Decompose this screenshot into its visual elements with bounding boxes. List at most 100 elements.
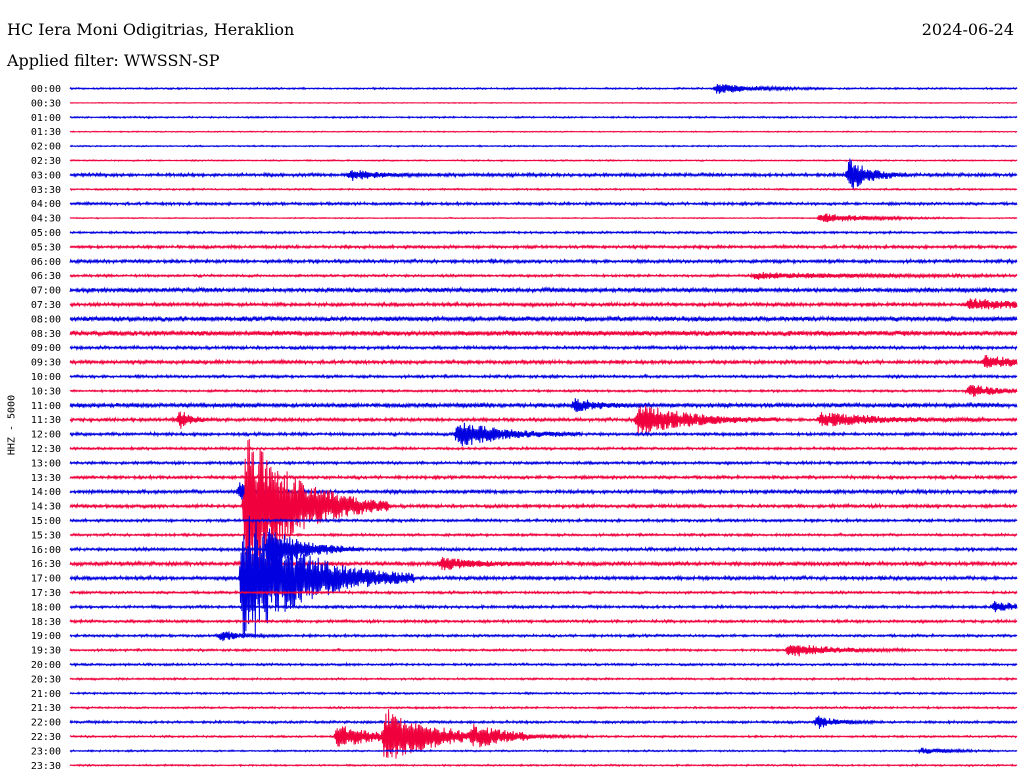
trace-row-2200: [69, 715, 1018, 729]
row-time-label: 15:30: [31, 530, 61, 541]
row-time-label: 10:30: [31, 386, 61, 397]
row-time-label: 13:30: [31, 473, 61, 484]
trace-row-2100: [69, 690, 1018, 696]
trace-row-1100: [69, 398, 1018, 412]
row-time-label: 23:30: [31, 761, 61, 772]
trace-row-1600: [69, 528, 1018, 573]
row-time-label: 10:00: [31, 372, 61, 383]
row-time-label: 14:30: [31, 502, 61, 513]
trace-row-1030: [69, 384, 1018, 397]
row-time-label: 01:30: [31, 127, 61, 138]
trace-row-0130: [69, 130, 1018, 134]
trace-row-1200: [69, 422, 1018, 447]
trace-row-0330: [69, 187, 1018, 192]
row-time-label: 08:00: [31, 314, 61, 325]
row-time-label: 11:00: [31, 401, 61, 412]
row-time-label: 20:00: [31, 660, 61, 671]
row-time-label: 09:00: [31, 343, 61, 354]
row-time-label: 11:30: [31, 415, 61, 426]
trace-row-0700: [69, 285, 1018, 295]
trace-row-0500: [69, 229, 1018, 236]
row-time-label: 01:00: [31, 113, 61, 124]
row-time-label: 23:00: [31, 746, 61, 757]
row-time-label: 05:00: [31, 228, 61, 239]
trace-row-1930: [69, 645, 1018, 657]
trace-row-0530: [69, 243, 1018, 251]
trace-row-0730: [69, 298, 1018, 310]
row-time-label: 14:00: [31, 487, 61, 498]
trace-row-0100: [69, 115, 1018, 120]
row-time-label: 13:00: [31, 458, 61, 469]
row-time-label: 00:00: [31, 84, 61, 95]
trace-row-2300: [69, 747, 1018, 755]
row-time-label: 20:30: [31, 674, 61, 685]
row-time-label: 17:00: [31, 574, 61, 585]
row-time-label: 16:30: [31, 559, 61, 570]
trace-row-1900: [69, 631, 1018, 642]
row-time-label: 12:30: [31, 444, 61, 455]
row-time-label: 07:30: [31, 300, 61, 311]
row-time-label: 02:00: [31, 142, 61, 153]
row-time-label: 07:00: [31, 286, 61, 297]
trace-row-0000: [69, 83, 1018, 94]
trace-row-1700: [69, 515, 1018, 637]
row-time-label: 03:00: [31, 170, 61, 181]
trace-row-1430: [69, 439, 1018, 579]
filter-label: Applied filter: WWSSN-SP: [7, 51, 220, 70]
row-time-label: 03:30: [31, 185, 61, 196]
row-time-label: 21:00: [31, 689, 61, 700]
trace-row-0300: [69, 158, 1018, 191]
trace-row-1300: [69, 459, 1018, 467]
row-time-label: 06:00: [31, 257, 61, 268]
row-time-label: 22:00: [31, 718, 61, 729]
trace-row-1130: [69, 405, 1018, 434]
row-time-label: 19:30: [31, 646, 61, 657]
trace-row-1230: [69, 445, 1018, 452]
trace-row-0030: [69, 101, 1018, 105]
row-time-label: 18:00: [31, 602, 61, 613]
trace-row-0630: [69, 271, 1018, 280]
trace-row-2000: [69, 661, 1018, 668]
trace-row-1000: [69, 373, 1018, 380]
trace-row-0930: [69, 354, 1018, 368]
trace-row-2130: [69, 705, 1018, 711]
trace-row-0400: [69, 200, 1018, 207]
row-time-label: 06:30: [31, 271, 61, 282]
trace-row-2230: [69, 709, 1018, 759]
date-label: 2024-06-24: [921, 20, 1014, 39]
trace-row-0430: [69, 213, 1018, 223]
trace-row-0600: [69, 257, 1018, 265]
row-time-label: 21:30: [31, 703, 61, 714]
trace-row-0200: [69, 144, 1018, 148]
trace-row-0830: [69, 329, 1018, 338]
station-title: HC Iera Moni Odigitrias, Heraklion: [7, 20, 295, 39]
trace-row-0900: [69, 344, 1018, 352]
trace-row-1800: [69, 600, 1018, 613]
trace-row-1500: [69, 517, 1018, 524]
trace-row-1630: [69, 556, 1018, 571]
tick-labels: 00:00 00:30 01:00 01:30 02:00 02:30 03:00 03:30…: [31, 84, 61, 772]
trace-row-1530: [69, 531, 1018, 538]
trace-row-1830: [69, 617, 1018, 625]
trace-row-0230: [69, 158, 1018, 163]
row-time-label: 12:00: [31, 430, 61, 441]
row-time-label: 18:30: [31, 617, 61, 628]
row-time-label: 17:30: [31, 588, 61, 599]
trace-row-1330: [69, 473, 1018, 481]
row-time-label: 05:30: [31, 242, 61, 253]
row-time-label: 04:30: [31, 214, 61, 225]
row-time-label: 09:30: [31, 358, 61, 369]
trace-row-2030: [69, 676, 1018, 682]
trace-row-1730: [69, 589, 1018, 596]
row-time-label: 02:30: [31, 156, 61, 167]
row-time-label: 04:00: [31, 199, 61, 210]
trace-row-2330: [69, 763, 1018, 768]
row-time-label: 19:00: [31, 631, 61, 642]
trace-row-0800: [69, 314, 1018, 323]
row-time-label: 08:30: [31, 329, 61, 340]
row-time-label: 15:00: [31, 516, 61, 527]
row-time-label: 16:00: [31, 545, 61, 556]
trace-row-1400: [69, 482, 1018, 500]
row-time-label: 22:30: [31, 732, 61, 743]
